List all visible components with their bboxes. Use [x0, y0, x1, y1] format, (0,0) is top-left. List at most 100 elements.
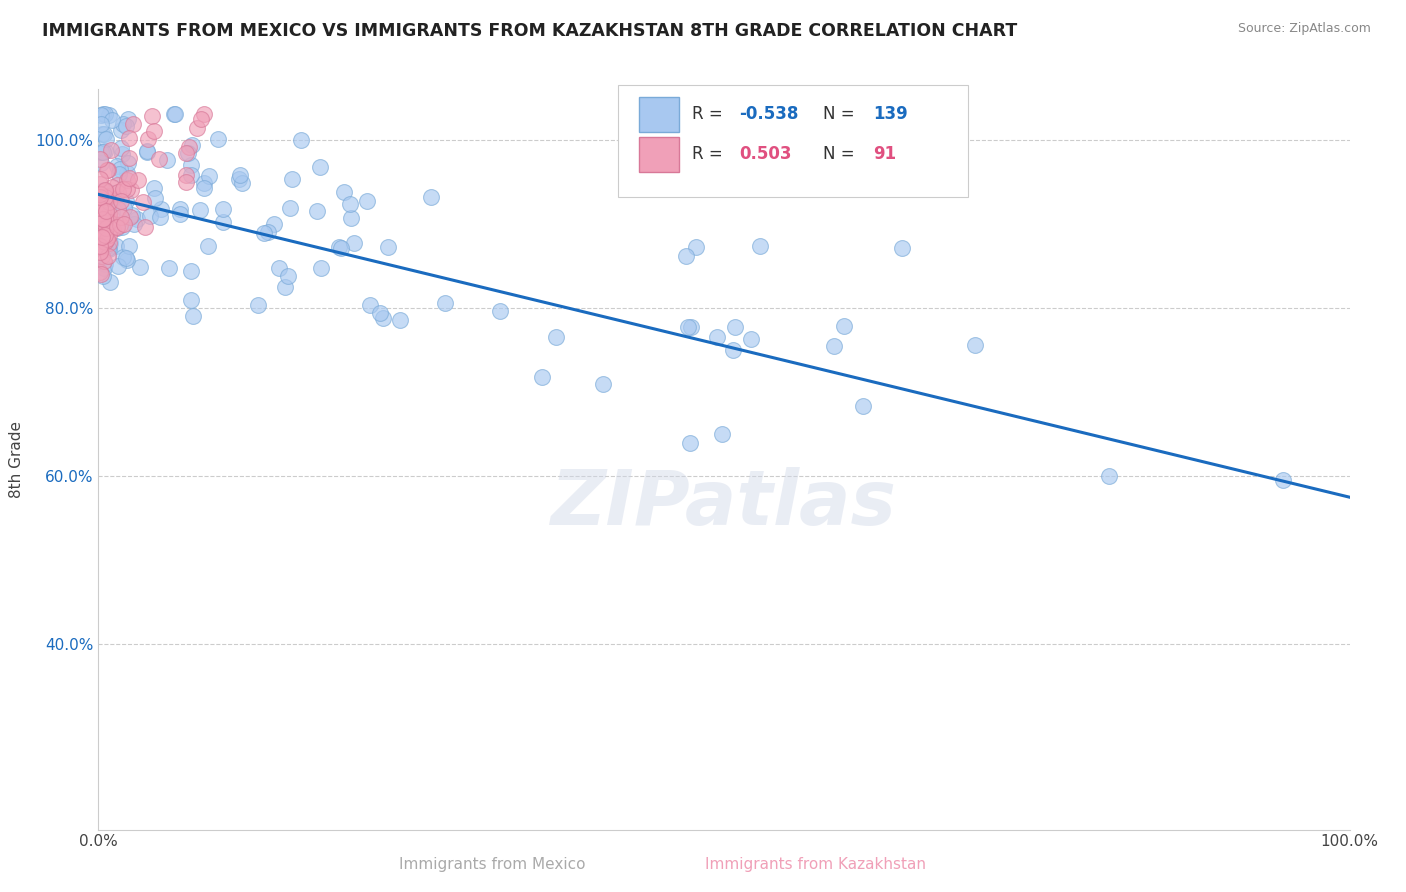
Point: [93, 144, 115, 158]
Point: [711, 426, 734, 441]
Point: [101, 186, 124, 201]
Point: [231, 177, 253, 191]
Point: [93, 260, 115, 275]
Point: [115, 252, 138, 267]
Point: [592, 377, 614, 392]
Point: [90, 117, 112, 131]
Point: [96, 220, 118, 235]
Point: [90, 249, 112, 263]
Point: [94, 131, 117, 145]
Point: [143, 181, 166, 195]
Point: [118, 239, 141, 253]
Point: [193, 107, 215, 121]
Point: [207, 132, 229, 146]
Point: [118, 171, 141, 186]
Point: [94, 240, 117, 254]
Point: [530, 369, 553, 384]
Point: [305, 203, 328, 218]
Point: [91, 211, 114, 226]
Point: [94, 235, 117, 249]
Point: [389, 313, 412, 327]
Point: [89, 172, 111, 186]
Point: [110, 123, 132, 137]
Point: [101, 222, 124, 236]
Point: [177, 146, 200, 161]
Point: [169, 202, 191, 216]
Point: [135, 145, 157, 159]
Point: [675, 249, 697, 263]
Point: [96, 233, 118, 247]
Point: [107, 259, 129, 273]
Point: [89, 225, 111, 239]
Point: [93, 202, 115, 216]
Point: [371, 310, 394, 325]
Point: [90, 156, 112, 170]
Point: [97, 227, 120, 242]
Point: [679, 320, 702, 334]
Point: [90, 196, 112, 211]
Point: [90, 240, 112, 254]
Point: [97, 215, 120, 229]
Point: [124, 217, 146, 231]
Point: [90, 227, 112, 241]
Point: [131, 194, 153, 209]
Point: [111, 219, 134, 234]
Point: [134, 220, 156, 235]
Point: [89, 187, 111, 202]
Point: [89, 212, 111, 227]
Point: [89, 201, 111, 215]
Point: [156, 153, 179, 167]
Point: [111, 147, 134, 161]
Point: [101, 204, 124, 219]
Point: [180, 158, 202, 172]
Point: [121, 208, 143, 222]
Point: [198, 169, 221, 183]
Point: [257, 226, 280, 240]
Point: [98, 235, 121, 250]
Point: [101, 180, 124, 194]
Point: [89, 208, 111, 222]
Point: [89, 186, 111, 201]
Point: [89, 219, 111, 233]
Point: [724, 320, 747, 334]
Point: [94, 189, 117, 203]
Point: [142, 124, 165, 138]
Point: [98, 213, 121, 227]
Point: [94, 185, 117, 199]
Point: [148, 211, 170, 225]
Point: [97, 194, 120, 209]
Point: [105, 220, 128, 235]
Point: [343, 235, 366, 250]
Y-axis label: 8th Grade: 8th Grade: [10, 421, 24, 498]
Point: [186, 120, 208, 135]
Point: [174, 168, 197, 182]
Point: [749, 239, 772, 253]
Point: [96, 190, 118, 204]
Point: [890, 241, 912, 255]
Point: [108, 167, 131, 181]
Point: [93, 214, 115, 228]
Point: [90, 240, 112, 254]
Point: [190, 112, 212, 126]
Text: 139: 139: [873, 105, 908, 123]
Point: [110, 210, 132, 224]
Point: [89, 216, 111, 230]
Point: [112, 201, 135, 215]
Point: [97, 188, 120, 202]
Point: [93, 204, 115, 219]
Text: 91: 91: [873, 145, 896, 163]
Point: [253, 226, 276, 240]
Point: [832, 318, 855, 333]
Point: [94, 202, 117, 217]
Point: [145, 191, 167, 205]
Text: IMMIGRANTS FROM MEXICO VS IMMIGRANTS FROM KAZAKHSTAN 8TH GRADE CORRELATION CHART: IMMIGRANTS FROM MEXICO VS IMMIGRANTS FRO…: [42, 22, 1018, 40]
Point: [93, 190, 115, 204]
Point: [90, 222, 112, 236]
Point: [110, 194, 132, 208]
Text: Source: ZipAtlas.com: Source: ZipAtlas.com: [1237, 22, 1371, 36]
Point: [110, 141, 132, 155]
Text: R =: R =: [692, 105, 727, 123]
Point: [165, 107, 187, 121]
Point: [108, 218, 131, 232]
Point: [263, 217, 285, 231]
